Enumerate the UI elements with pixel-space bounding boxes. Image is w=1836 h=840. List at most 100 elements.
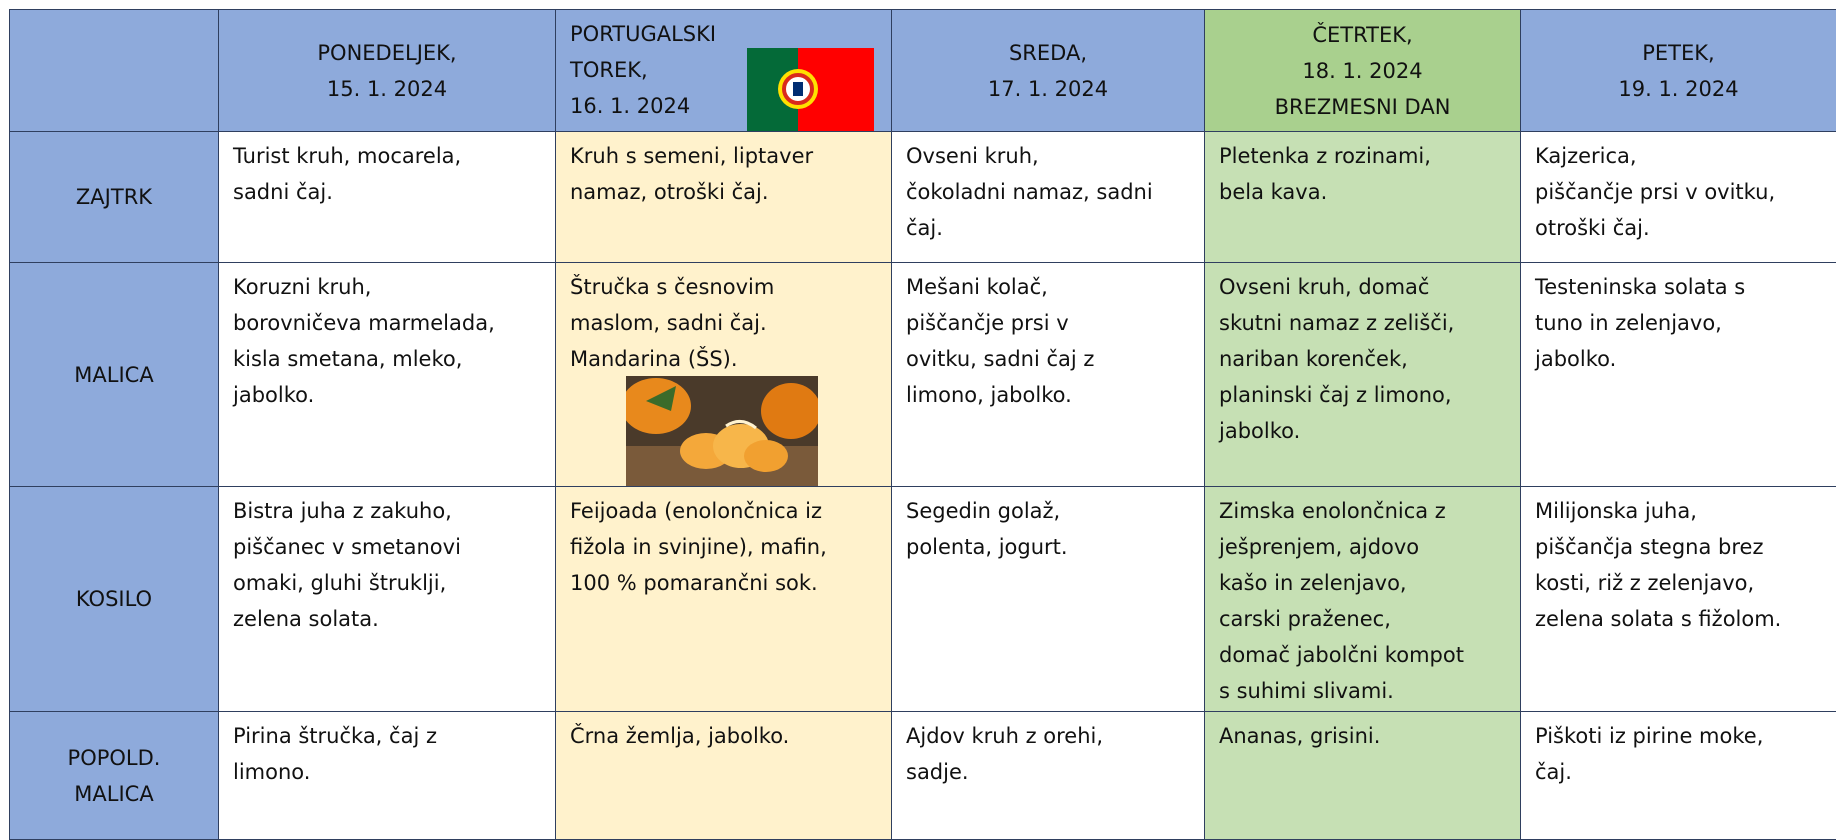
day-header-text: 16. 1. 2024 <box>570 94 691 118</box>
menu-text: Bistra juha z zakuho, <box>233 499 452 523</box>
menu-text: Piškoti iz pirine moke, <box>1535 724 1764 748</box>
menu-cell: Koruzni kruh, borovničeva marmelada, kisla… <box>218 262 556 487</box>
menu-text: skutni namaz z zelišči, <box>1219 311 1455 335</box>
menu-cell: Ovseni kruh, čokoladni namaz, sadni čaj. <box>891 131 1205 263</box>
meal-label: MALICA <box>9 262 219 487</box>
menu-text: Turist kruh, mocarela, <box>233 144 462 168</box>
menu-text: jabolko. <box>1535 347 1617 371</box>
day-header-text: 19. 1. 2024 <box>1618 76 1739 101</box>
menu-text: Segedin golaž, <box>906 499 1061 523</box>
menu-text: ješprenjem, ajdovo <box>1219 535 1420 559</box>
menu-text: Štručka s česnovim <box>570 275 775 299</box>
meal-label-text: MALICA <box>74 362 154 387</box>
menu-cell: Segedin golaž, polenta, jogurt. <box>891 486 1205 712</box>
menu-text: domač jabolčni kompot <box>1219 643 1464 667</box>
day-header-text: PETEK, <box>1642 40 1715 65</box>
tangerine-image <box>626 376 818 486</box>
meal-label-text: MALICA <box>74 781 154 806</box>
menu-text: piščančje prsi v <box>906 311 1069 335</box>
menu-cell: Kajzerica, piščančje prsi v ovitku, otrošk… <box>1520 131 1836 263</box>
meal-label: POPOLD. MALICA <box>9 711 219 840</box>
menu-text: Testeninska solata s <box>1535 275 1746 299</box>
menu-text: Kajzerica, <box>1535 144 1637 168</box>
menu-text: sadni čaj. <box>233 180 333 204</box>
day-header: SREDA, 17. 1. 2024 <box>891 9 1205 132</box>
day-header-text: ČETRTEK, <box>1312 22 1413 47</box>
menu-text: borovničeva marmelada, <box>233 311 495 335</box>
menu-text: zelena solata. <box>233 607 379 631</box>
menu-cell: Zimska enolončnica z ješprenjem, ajdovo ka… <box>1204 486 1521 712</box>
menu-text: kisla smetana, mleko, <box>233 347 463 371</box>
menu-text: Pirina štručka, čaj z <box>233 724 437 748</box>
menu-text: jabolko. <box>233 383 315 407</box>
meal-label-text: ZAJTRK <box>75 185 153 209</box>
menu-text: fižola in svinjine), mafin, <box>570 535 827 559</box>
day-header-text: PONEDELJEK, <box>317 40 457 65</box>
menu-cell: Milijonska juha, piščančja stegna brez kos… <box>1520 486 1836 712</box>
menu-text: sadje. <box>906 760 969 784</box>
menu-text: čaj. <box>1535 760 1572 784</box>
menu-text: carski praženec, <box>1219 607 1391 631</box>
menu-cell: Pletenka z rozinami, bela kava. <box>1204 131 1521 263</box>
corner-cell <box>9 9 219 132</box>
menu-text: 100 % pomarančni sok. <box>570 571 818 595</box>
day-header: ČETRTEK, 18. 1. 2024 BREZMESNI DAN <box>1204 9 1521 132</box>
menu-text: limono, jabolko. <box>906 383 1072 407</box>
menu-text: Mešani kolač, <box>906 275 1048 299</box>
day-header-text: TOREK, <box>570 58 648 82</box>
menu-text: kosti, riž z zelenjavo, <box>1535 571 1755 595</box>
portugal-flag <box>747 48 874 131</box>
menu-text: Zimska enolončnica z <box>1219 499 1446 523</box>
menu-text: piščanec v smetanovi <box>233 535 461 559</box>
menu-cell: Feijoada (enolončnica iz fižola in svinji… <box>555 486 892 712</box>
menu-text: bela kava. <box>1219 180 1328 204</box>
meal-label-text: POPOLD. <box>67 745 161 770</box>
menu-text: Milijonska juha, <box>1535 499 1697 523</box>
menu-text: Ananas, grisini. <box>1219 724 1381 748</box>
menu-text: omaki, gluhi štruklji, <box>233 571 447 595</box>
meal-label: KOSILO <box>9 486 219 712</box>
day-header-text: BREZMESNI DAN <box>1274 94 1451 119</box>
menu-text: kašo in zelenjavo, <box>1219 571 1407 595</box>
menu-text: s suhimi slivami. <box>1219 679 1394 703</box>
menu-text: piščančja stegna brez <box>1535 535 1764 559</box>
menu-text: limono. <box>233 760 311 784</box>
day-header: PONEDELJEK, 15. 1. 2024 <box>218 9 556 132</box>
menu-text: namaz, otroški čaj. <box>570 180 769 204</box>
menu-cell: Ajdov kruh z orehi, sadje. <box>891 711 1205 840</box>
menu-text: Koruzni kruh, <box>233 275 372 299</box>
menu-text: ovitku, sadni čaj z <box>906 347 1095 371</box>
menu-text: planinski čaj z limono, <box>1219 383 1452 407</box>
day-header: PETEK, 19. 1. 2024 <box>1520 9 1836 132</box>
menu-cell: Ananas, grisini. <box>1204 711 1521 840</box>
menu-cell: Ovseni kruh, domač skutni namaz z zelišči… <box>1204 262 1521 487</box>
menu-cell: Testeninska solata s tuno in zelenjavo, ja… <box>1520 262 1836 487</box>
menu-text: Ovseni kruh, <box>906 144 1039 168</box>
menu-cell: Pirina štručka, čaj z limono. <box>218 711 556 840</box>
menu-cell: Črna žemlja, jabolko. <box>555 711 892 840</box>
menu-text: Črna žemlja, jabolko. <box>570 724 790 748</box>
menu-cell: Bistra juha z zakuho, piščanec v smetanov… <box>218 486 556 712</box>
menu-text: nariban korenček, <box>1219 347 1408 371</box>
menu-text: tuno in zelenjavo, <box>1535 311 1722 335</box>
menu-text: Mandarina (ŠS). <box>570 347 738 371</box>
menu-cell: Piškoti iz pirine moke, čaj. <box>1520 711 1836 840</box>
menu-text: Feijoada (enolončnica iz <box>570 499 823 523</box>
meal-label-text: KOSILO <box>75 587 153 611</box>
menu-text: Ovseni kruh, domač <box>1219 275 1430 299</box>
menu-text: Pletenka z rozinami, <box>1219 144 1431 168</box>
menu-text: zelena solata s fižolom. <box>1535 607 1782 631</box>
menu-text: jabolko. <box>1219 419 1301 443</box>
menu-text: čaj. <box>906 216 943 240</box>
menu-text: Ajdov kruh z orehi, <box>906 724 1104 748</box>
menu-cell: Kruh s semeni, liptaver namaz, otroški ča… <box>555 131 892 263</box>
day-header-text: SREDA, <box>1008 40 1088 65</box>
day-header-text: PORTUGALSKI <box>570 22 717 46</box>
menu-text: maslom, sadni čaj. <box>570 311 767 335</box>
menu-text: Kruh s semeni, liptaver <box>570 144 814 168</box>
day-header-text: 17. 1. 2024 <box>987 76 1109 101</box>
menu-text: čokoladni namaz, sadni <box>906 180 1153 204</box>
meal-label: ZAJTRK <box>9 131 219 263</box>
menu-text: otroški čaj. <box>1535 216 1650 240</box>
